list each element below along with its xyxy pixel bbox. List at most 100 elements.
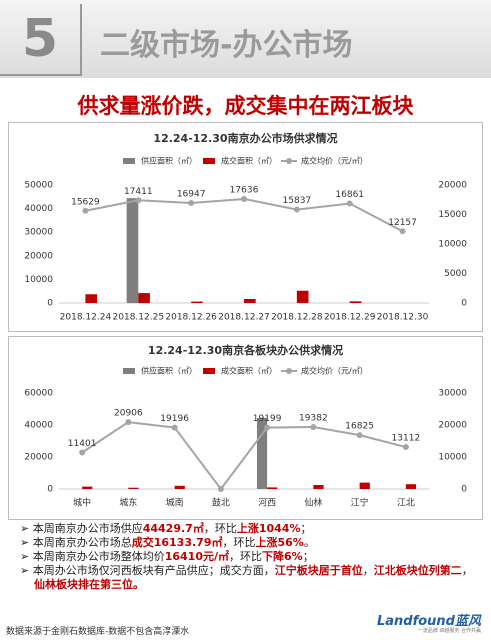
bar — [85, 294, 98, 303]
y-tick-label: 20000 — [24, 453, 53, 463]
logo: Landfound蓝风 — [376, 614, 481, 629]
y-tick-label: 60000 — [24, 389, 53, 399]
x-tick-label: 2018.12.28 — [271, 313, 323, 323]
bullet-text: 本周南京办公市场整体均价 — [32, 550, 165, 563]
y2-tick-label: 15000 — [438, 210, 467, 220]
chart-box: 12.24-12.30南京各板块办公供求情况 供应面积（㎡） 成交面积（㎡） 成交均价… — [8, 336, 483, 520]
x-tick-label: 城中 — [73, 497, 91, 509]
bullet-list: ➢ 本周南京办公市场供应44429.7㎡，环比上涨1044%； ➢ 本周南京办公市… — [20, 522, 482, 592]
point — [135, 197, 142, 204]
data-label: 12157 — [388, 218, 417, 228]
bullet-text: 本周办公市场仅河西板块有产品供应；成交方面， — [32, 564, 275, 577]
bullet-text: ，环比 — [229, 550, 263, 563]
point — [264, 424, 271, 431]
y-tick-label: 40000 — [24, 204, 53, 214]
bullet: ➢ 本周办公市场仅河西板块有产品供应；成交方面，江宁板块居于首位，江北板块位列第… — [20, 564, 473, 591]
bar — [296, 290, 309, 303]
section-number: 5 — [0, 4, 82, 76]
x-tick-label: 2018.12.24 — [60, 313, 112, 323]
point — [241, 195, 247, 202]
bullet-text: ； — [300, 522, 312, 535]
data-label: 15837 — [283, 196, 312, 206]
bar — [267, 487, 278, 489]
x-tick-label: 2018.12.29 — [324, 313, 376, 323]
point — [79, 449, 86, 456]
bar — [174, 485, 185, 489]
y2-tick-label: 10000 — [438, 453, 467, 463]
bullet-text: ； — [302, 550, 314, 563]
bar — [313, 485, 324, 489]
bar — [405, 484, 417, 489]
x-tick-label: 仙林 — [304, 497, 322, 509]
bar — [359, 482, 370, 489]
header: 5 二级市场-办公市场 — [0, 0, 491, 78]
x-tick-label: 2018.12.27 — [218, 313, 270, 323]
x-tick-label: 2018.12.26 — [165, 313, 217, 323]
tagline: 一流品牌 卓越服务 合作共赢 — [417, 628, 481, 634]
bullet-text: 江宁板块居于首位 — [274, 564, 363, 577]
bullet-text: 44429.7㎡ — [142, 522, 204, 535]
bullet-text: 上涨1044% — [236, 522, 301, 535]
point — [217, 486, 224, 492]
y2-tick-label: 20000 — [438, 421, 467, 431]
legend-label: 成交面积（㎡） — [221, 366, 277, 376]
data-label: 17636 — [230, 185, 259, 195]
x-tick-label: 2018.12.30 — [377, 313, 429, 323]
bullet-text: 上涨56% — [255, 536, 304, 549]
bar — [191, 301, 203, 303]
y2-tick-label: 30000 — [438, 389, 467, 399]
line — [81, 421, 407, 491]
x-tick-label: 河西 — [258, 497, 276, 509]
legend-swatch — [203, 368, 215, 374]
y-tick-label: 50000 — [24, 181, 53, 191]
data-label: 16947 — [177, 190, 206, 200]
y2-tick-label: 5000 — [444, 269, 467, 279]
legend-swatch — [123, 158, 135, 164]
y2-tick-label: 0 — [461, 485, 467, 495]
legend-swatch — [123, 368, 135, 374]
legend-swatch — [203, 158, 215, 164]
bullet-text: ，环比 — [203, 522, 237, 535]
x-tick-label: 江宁 — [351, 497, 369, 509]
bar — [349, 301, 362, 303]
legend-label: 成交面积（㎡） — [221, 156, 277, 166]
y-tick-label: 20000 — [24, 251, 53, 261]
point — [125, 419, 132, 426]
y-tick-label: 0 — [47, 485, 53, 495]
chart-title: 12.24-12.30南京办公市场供求情况 — [153, 131, 337, 145]
data-label: 13112 — [392, 434, 421, 444]
x-tick-label: 江北 — [397, 498, 415, 509]
bullet: ➢ 本周南京办公市场供应44429.7㎡，环比上涨1044%； — [20, 522, 312, 535]
bar — [138, 293, 150, 303]
bar — [126, 198, 139, 303]
y-tick-label: 40000 — [24, 421, 53, 431]
y2-tick-label: 20000 — [438, 181, 467, 191]
chart-box: 12.24-12.30南京办公市场供求情况供应面积（㎡） 成交面积（㎡） 成交均价（… — [8, 122, 483, 332]
bullet-text: 本周南京办公市场总 — [32, 536, 132, 549]
legend-swatch — [286, 368, 292, 374]
bar — [82, 486, 93, 489]
data-label: 20906 — [114, 409, 143, 419]
point — [293, 206, 300, 213]
data-label: 16825 — [345, 422, 374, 432]
x-tick-label: 2018.12.25 — [113, 313, 165, 323]
legend-label: 供应面积（㎡） — [141, 156, 197, 166]
bullet: ➢ 本周南京办公市场总成交16133.79㎡，环比上涨56%。 — [20, 536, 315, 549]
x-tick-label: 城东 — [119, 497, 137, 509]
bullet-text: 仙林板块排在第三位。 — [34, 578, 144, 591]
legend-label: 成交均价（元/㎡） — [301, 366, 368, 376]
data-label: 16861 — [335, 190, 364, 200]
legend-label: 成交均价（元/㎡） — [301, 156, 368, 166]
x-tick-label: 城南 — [166, 497, 184, 509]
point — [171, 424, 178, 431]
bullet-text: ，环比 — [222, 536, 256, 549]
data-label: 19199 — [253, 414, 282, 424]
bullet-text: ， — [461, 564, 473, 577]
point — [82, 207, 89, 214]
bar — [128, 487, 139, 489]
chart-title: 12.24-12.30南京各板块办公供求情况 — [148, 343, 343, 357]
data-label: 19196 — [160, 414, 189, 424]
